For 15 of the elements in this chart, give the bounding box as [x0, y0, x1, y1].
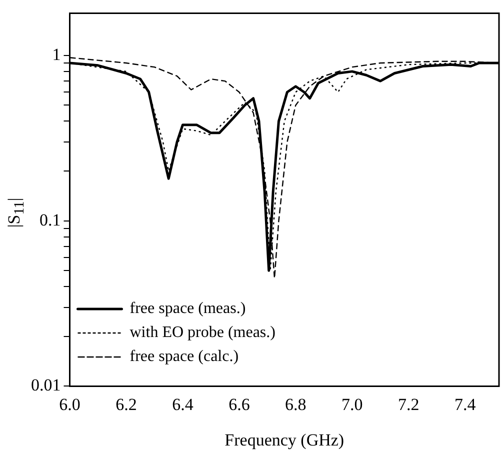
x-tick-label: 6.6	[228, 394, 250, 414]
legend-label: with EO probe (meas.)	[130, 324, 276, 342]
y-tick-label: 0.01	[31, 376, 61, 395]
x-tick-label: 6.4	[172, 394, 194, 414]
y-tick-label: 0.1	[40, 210, 61, 230]
x-tick-label: 6.2	[116, 394, 137, 414]
x-tick-label: 6.8	[285, 394, 306, 414]
x-tick-label: 7.0	[342, 394, 363, 414]
legend-label: free space (calc.)	[130, 348, 239, 366]
x-tick-label: 6.0	[59, 394, 80, 414]
x-tick-label: 7.2	[398, 394, 420, 414]
x-axis-title: Frequency (GHz)	[224, 430, 344, 450]
legend-label: free space (meas.)	[130, 300, 246, 318]
x-tick-label: 7.4	[454, 394, 476, 414]
y-tick-label: 1	[52, 44, 61, 64]
